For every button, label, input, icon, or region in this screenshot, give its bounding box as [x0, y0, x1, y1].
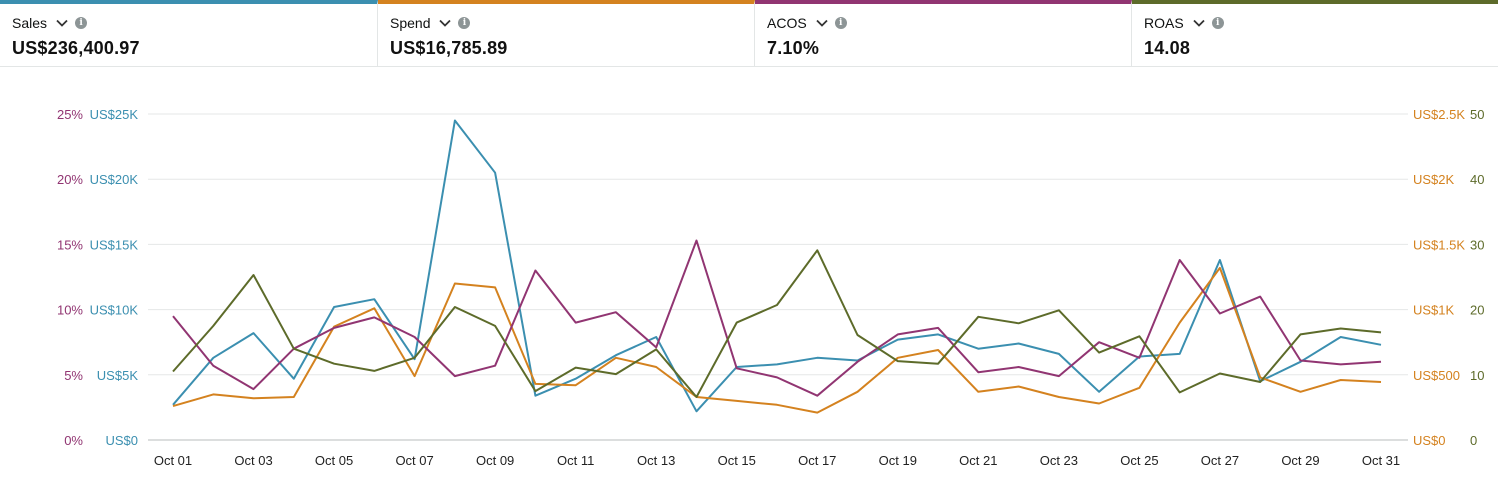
metric-value: US$16,785.89: [390, 38, 508, 58]
x-axis-tick-label: Oct 17: [798, 453, 836, 468]
metric-label: ROAS: [1144, 15, 1184, 31]
metric-header: Sales i: [12, 14, 377, 32]
chevron-down-icon[interactable]: [55, 16, 69, 30]
metric-value: 7.10%: [767, 38, 820, 58]
metric-label: Spend: [390, 15, 431, 31]
chevron-down-icon[interactable]: [1192, 16, 1206, 30]
series-line-sales[interactable]: [172, 119, 1382, 413]
x-axis-tick-label: Oct 31: [1362, 453, 1400, 468]
roas-axis-tick-label: 10: [1470, 368, 1484, 383]
roas-axis-tick-label: 20: [1470, 303, 1484, 318]
chevron-down-icon[interactable]: [438, 16, 452, 30]
spend-axis-tick-label: US$1.5K: [1413, 237, 1465, 252]
spend-axis-tick-label: US$0: [1413, 433, 1446, 448]
x-axis-tick-label: Oct 09: [476, 453, 514, 468]
series-line-roas[interactable]: [172, 249, 1382, 398]
metric-header: Spend i: [390, 14, 754, 32]
info-icon[interactable]: i: [1211, 17, 1224, 29]
series-lines: [172, 119, 1382, 414]
metric-label: Sales: [12, 15, 48, 31]
acos-axis-tick-label: 20%: [57, 172, 83, 187]
metric-tile-sales[interactable]: Sales i US$236,400.97: [0, 0, 378, 66]
x-axis-tick-label: Oct 21: [959, 453, 997, 468]
roas-axis-tick-label: 0: [1470, 433, 1477, 448]
x-axis-tick-label: Oct 25: [1120, 453, 1158, 468]
sales-axis-tick-label: US$5K: [97, 368, 139, 383]
spend-axis-tick-label: US$2K: [1413, 172, 1455, 187]
metric-header: ROAS i: [1144, 14, 1498, 32]
series-line-spend[interactable]: [172, 266, 1382, 414]
x-axis-tick-label: Oct 13: [637, 453, 675, 468]
x-axis-tick-label: Oct 23: [1040, 453, 1078, 468]
metric-tile-spend[interactable]: Spend i US$16,785.89: [378, 0, 755, 66]
metric-value: US$236,400.97: [12, 38, 140, 58]
chevron-down-icon[interactable]: [815, 16, 829, 30]
x-axis-tick-label: Oct 05: [315, 453, 353, 468]
x-axis-tick-label: Oct 07: [395, 453, 433, 468]
series-line-acos[interactable]: [172, 239, 1382, 397]
acos-axis-tick-label: 10%: [57, 303, 83, 318]
metric-label: ACOS: [767, 15, 807, 31]
info-icon[interactable]: i: [834, 17, 847, 29]
sales-axis-tick-label: US$10K: [90, 303, 139, 318]
x-axis-tick-labels: Oct 01 Oct 03 Oct 05 Oct 07 Oct 09 Oct 11 Oct …: [154, 453, 1400, 468]
sales-axis-tick-label: US$0: [105, 433, 138, 448]
sales-axis-tick-label: US$20K: [90, 172, 139, 187]
spend-axis-tick-label: US$1K: [1413, 303, 1455, 318]
spend-axis-tick-label: US$2.5K: [1413, 107, 1465, 122]
sales-axis-tick-label: US$15K: [90, 237, 139, 252]
metric-tile-acos[interactable]: ACOS i 7.10%: [755, 0, 1132, 66]
acos-axis-tick-label: 25%: [57, 107, 83, 122]
sales-axis-tick-label: US$25K: [90, 107, 139, 122]
info-icon[interactable]: i: [75, 17, 88, 29]
acos-axis-tick-label: 5%: [64, 368, 83, 383]
x-axis-tick-label: Oct 19: [879, 453, 917, 468]
roas-axis-tick-label: 40: [1470, 172, 1484, 187]
metric-value: 14.08: [1144, 38, 1191, 58]
acos-axis-tick-label: 15%: [57, 237, 83, 252]
axis-tick-labels: 0% 5% 10% 15% 20% 25% US$0 US$5K US$10K US$15K US$…: [57, 107, 1485, 448]
x-axis-tick-label: Oct 27: [1201, 453, 1239, 468]
x-axis-tick-label: Oct 01: [154, 453, 192, 468]
info-icon[interactable]: i: [458, 17, 471, 29]
line-chart: 0% 5% 10% 15% 20% 25% US$0 US$5K US$10K US$15K US$…: [57, 107, 1485, 468]
spend-axis-tick-label: US$500: [1413, 368, 1460, 383]
acos-axis-tick-label: 0%: [64, 433, 83, 448]
grid-lines: [148, 113, 1408, 441]
metric-tiles: Sales i US$236,400.97 Spend i US$16,785.…: [0, 0, 1498, 67]
x-axis-tick-label: Oct 29: [1281, 453, 1319, 468]
x-axis-tick-label: Oct 15: [718, 453, 756, 468]
metric-tile-roas[interactable]: ROAS i 14.08: [1132, 0, 1498, 66]
roas-axis-tick-label: 30: [1470, 237, 1484, 252]
x-axis-tick-label: Oct 03: [234, 453, 272, 468]
roas-axis-tick-label: 50: [1470, 107, 1484, 122]
x-axis-tick-label: Oct 11: [557, 453, 594, 468]
metric-header: ACOS i: [767, 14, 1131, 32]
